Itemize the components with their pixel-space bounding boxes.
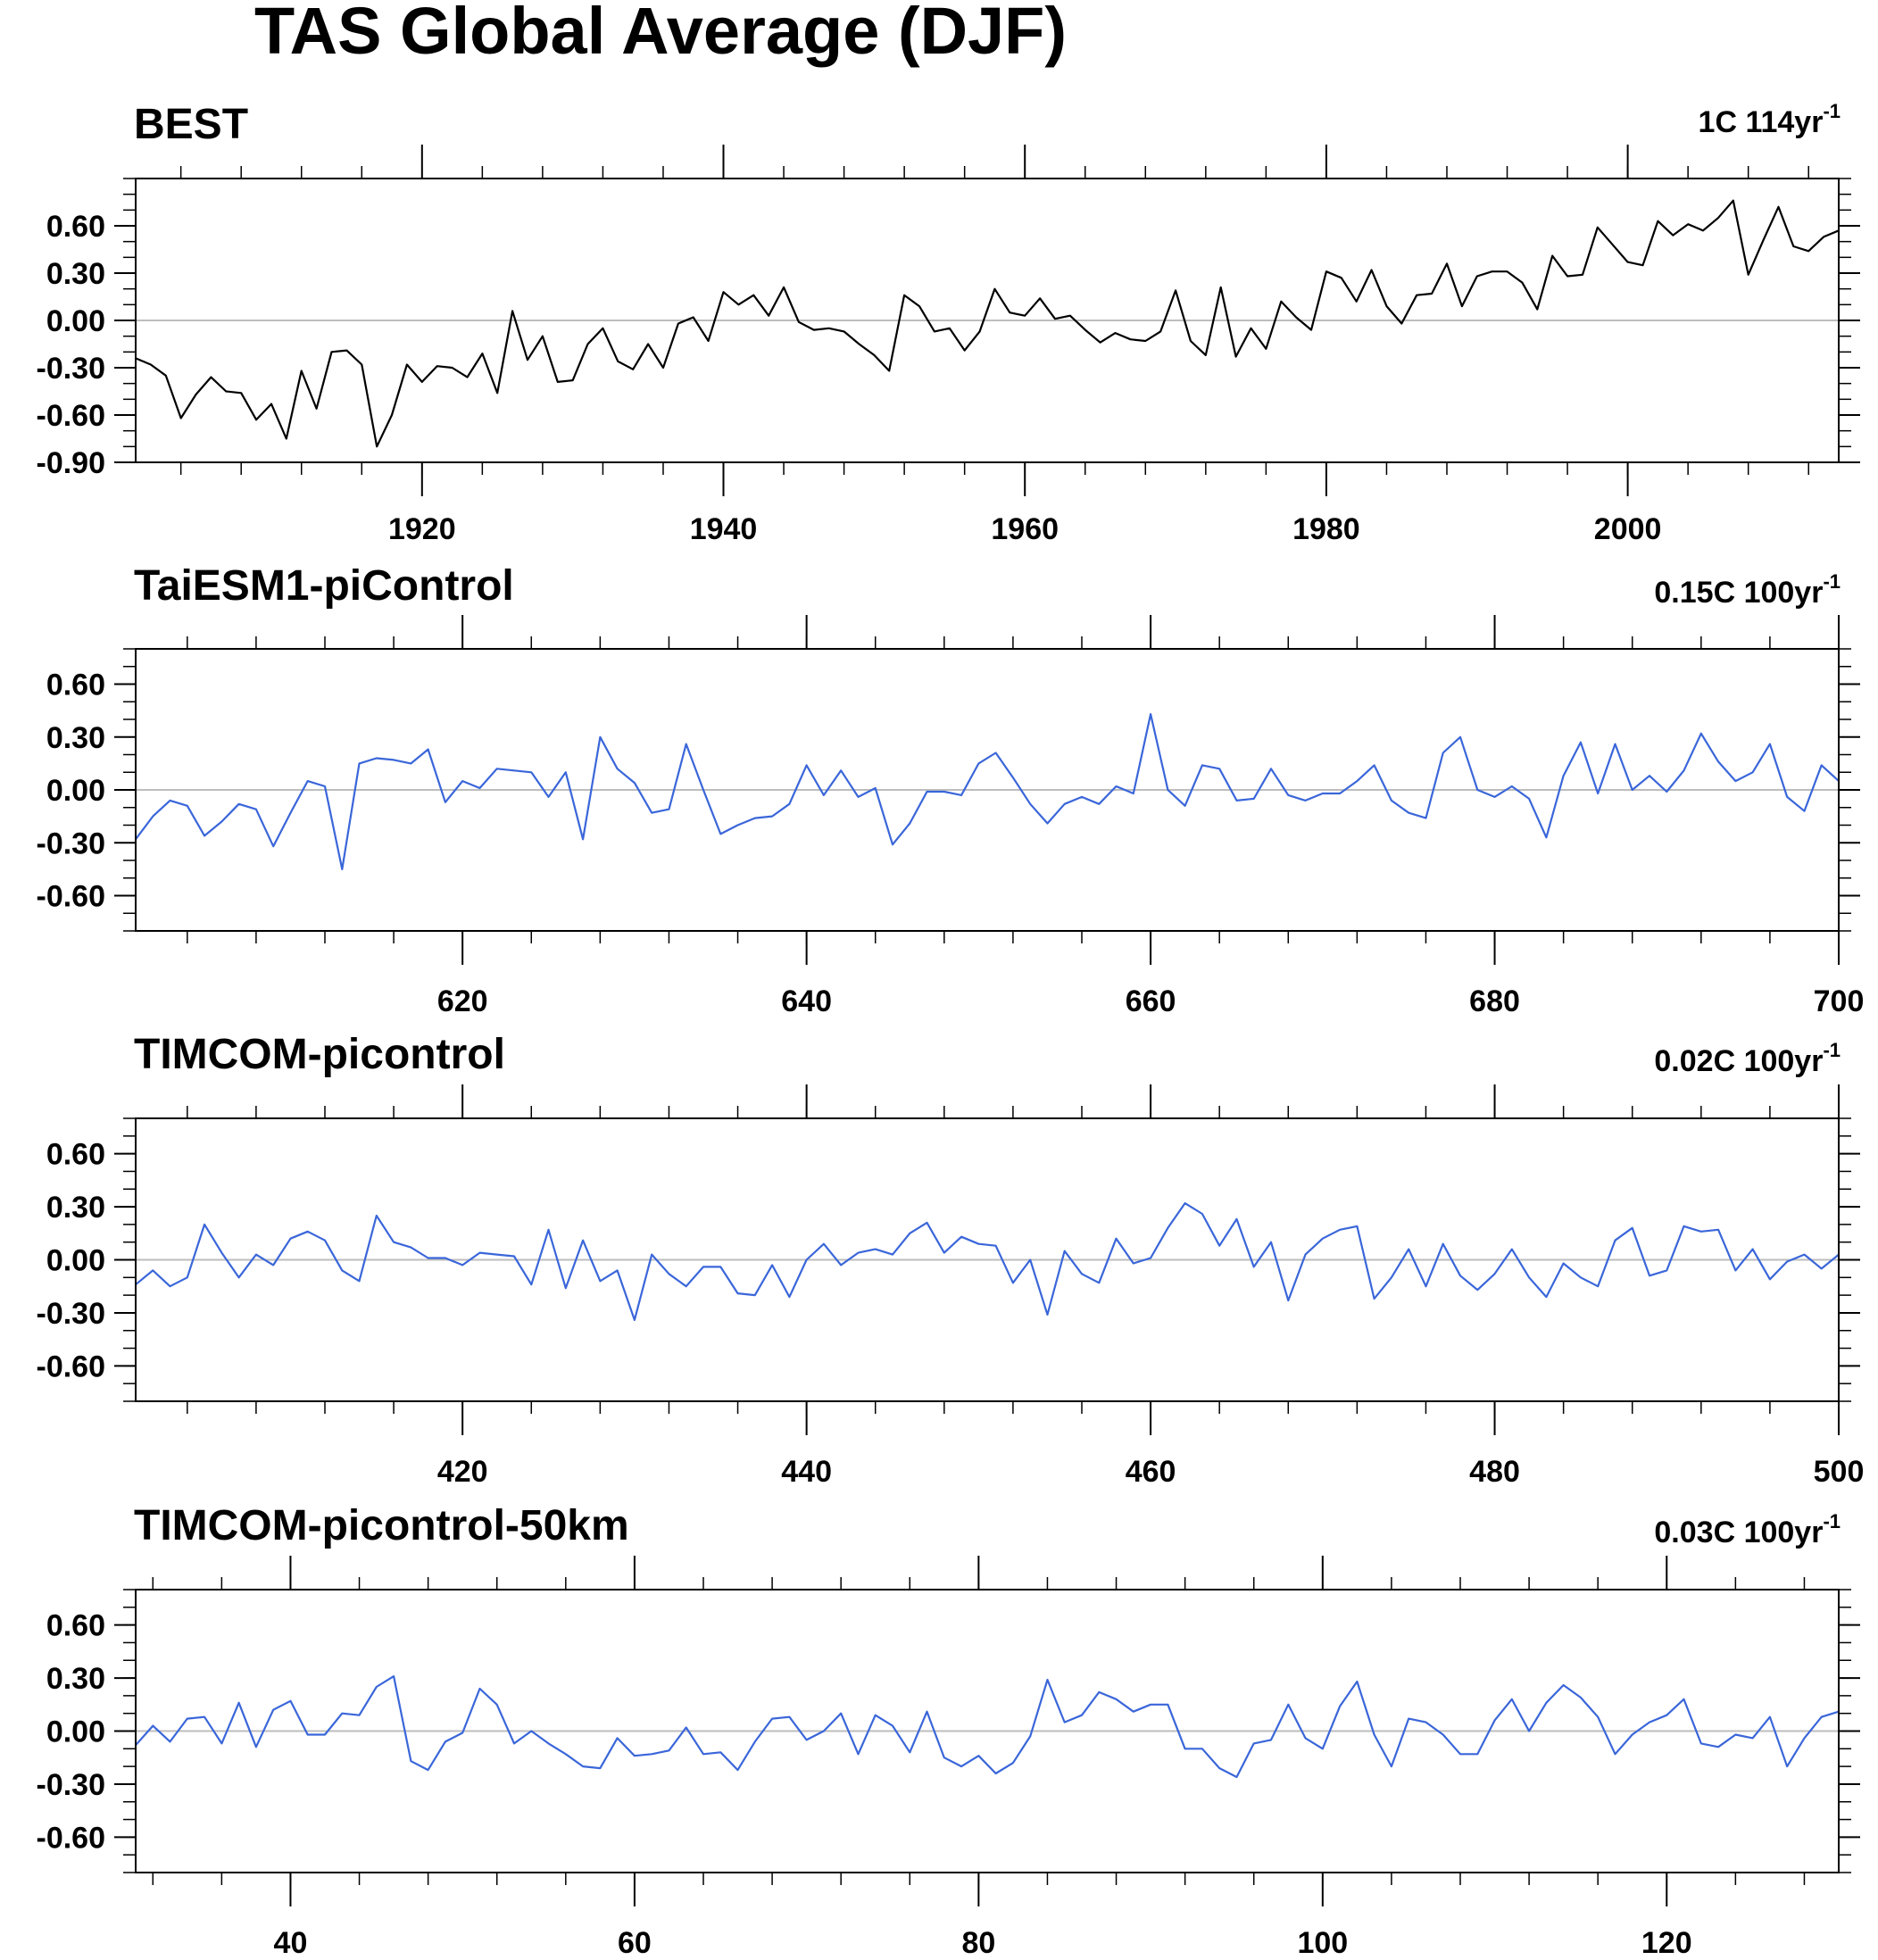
series-line bbox=[135, 199, 1840, 448]
trend-label: 0.15C 100yr-1 bbox=[1654, 570, 1841, 610]
y-tick-label: 0.30 bbox=[46, 257, 105, 291]
trend-label: 1C 114yr-1 bbox=[1699, 100, 1841, 139]
y-tick-label: -0.60 bbox=[37, 1350, 106, 1383]
panel-timcom-picontrol-50km: TIMCOM-picontrol-50km 0.03C 100yr-1 0.60… bbox=[37, 1502, 1860, 1960]
x-tick-label: 2000 bbox=[1594, 512, 1662, 546]
trend-label-text: 0.02C 100yr bbox=[1654, 1044, 1823, 1078]
x-tick-label: 440 bbox=[781, 1455, 832, 1489]
panel-title: BEST bbox=[134, 101, 248, 148]
trend-label: 0.03C 100yr-1 bbox=[1654, 1510, 1841, 1549]
y-tick-label: 0.30 bbox=[46, 1191, 105, 1225]
panel-title: TaiESM1-piControl bbox=[134, 562, 514, 610]
x-tick-label: 660 bbox=[1126, 984, 1176, 1018]
x-tick-label: 1960 bbox=[991, 512, 1059, 546]
trend-label-exponent: -1 bbox=[1823, 1039, 1841, 1061]
y-tick-label: 0.00 bbox=[46, 774, 105, 808]
x-tick-label: 1940 bbox=[690, 512, 758, 546]
y-tick-label: -0.60 bbox=[37, 399, 106, 433]
y-tick-label: -0.30 bbox=[37, 352, 106, 386]
y-tick-label: -0.60 bbox=[37, 880, 106, 914]
y-tick-label: 0.60 bbox=[46, 1609, 105, 1643]
y-tick-label: -0.60 bbox=[37, 1821, 106, 1855]
series-line bbox=[135, 712, 1840, 871]
panel-best: BEST 1C 114yr-1 0.60 0.30 0.00 -0.30 -0.60 -0… bbox=[37, 100, 1860, 546]
y-tick-label: 0.00 bbox=[46, 1715, 105, 1749]
series-line bbox=[135, 1674, 1840, 1779]
trend-label: 0.02C 100yr-1 bbox=[1654, 1039, 1841, 1078]
main-title: TAS Global Average (DJF) bbox=[254, 0, 1067, 68]
panel-title: TIMCOM-picontrol-50km bbox=[134, 1502, 629, 1549]
x-tick-label: 500 bbox=[1814, 1455, 1865, 1489]
x-tick-label: 480 bbox=[1469, 1455, 1520, 1489]
y-tick-label: 0.00 bbox=[46, 1244, 105, 1278]
x-tick-label: 60 bbox=[618, 1926, 652, 1960]
trend-label-text: 0.03C 100yr bbox=[1654, 1516, 1823, 1549]
x-tick-label: 620 bbox=[437, 984, 488, 1018]
plot-frame bbox=[135, 1117, 1840, 1402]
y-tick-label: 0.60 bbox=[46, 669, 105, 702]
x-tick-label: 640 bbox=[781, 984, 832, 1018]
y-tick-label: 0.00 bbox=[46, 304, 105, 338]
y-tick-label: 0.30 bbox=[46, 1662, 105, 1696]
plot-frame bbox=[135, 648, 1840, 932]
x-tick-label: 1980 bbox=[1292, 512, 1360, 546]
series-line bbox=[135, 1201, 1840, 1322]
panel-title: TIMCOM-picontrol bbox=[134, 1031, 505, 1078]
trend-label-exponent: -1 bbox=[1823, 100, 1841, 122]
x-tick-label: 460 bbox=[1126, 1455, 1176, 1489]
x-tick-label: 680 bbox=[1469, 984, 1520, 1018]
panel-timcom-picontrol: TIMCOM-picontrol 0.02C 100yr-1 0.60 0.30 0… bbox=[37, 1031, 1865, 1489]
y-tick-label: 0.60 bbox=[46, 1138, 105, 1172]
trend-label-exponent: -1 bbox=[1823, 1510, 1841, 1532]
x-tick-label: 40 bbox=[274, 1926, 308, 1960]
trend-label-exponent: -1 bbox=[1823, 570, 1841, 593]
trend-label-text: 1C 114yr bbox=[1699, 105, 1824, 139]
x-tick-label: 700 bbox=[1814, 984, 1865, 1018]
y-tick-label: 0.30 bbox=[46, 721, 105, 755]
plot-frame bbox=[135, 1589, 1840, 1873]
x-tick-label: 80 bbox=[961, 1926, 995, 1960]
plot-frame bbox=[135, 178, 1840, 463]
x-tick-label: 120 bbox=[1641, 1926, 1692, 1960]
y-tick-label: -0.30 bbox=[37, 1297, 106, 1331]
y-tick-label: -0.30 bbox=[37, 826, 106, 860]
y-tick-label: 0.60 bbox=[46, 210, 105, 244]
x-tick-label: 420 bbox=[437, 1455, 488, 1489]
trend-label-text: 0.15C 100yr bbox=[1654, 576, 1823, 610]
x-tick-label: 100 bbox=[1297, 1926, 1348, 1960]
x-tick-label: 1920 bbox=[388, 512, 456, 546]
panel-taiesm1-picontrol: TaiESM1-piControl 0.15C 100yr-1 0.60 0.30… bbox=[37, 562, 1865, 1018]
y-tick-label: -0.90 bbox=[37, 446, 106, 480]
y-tick-label: -0.30 bbox=[37, 1768, 106, 1802]
